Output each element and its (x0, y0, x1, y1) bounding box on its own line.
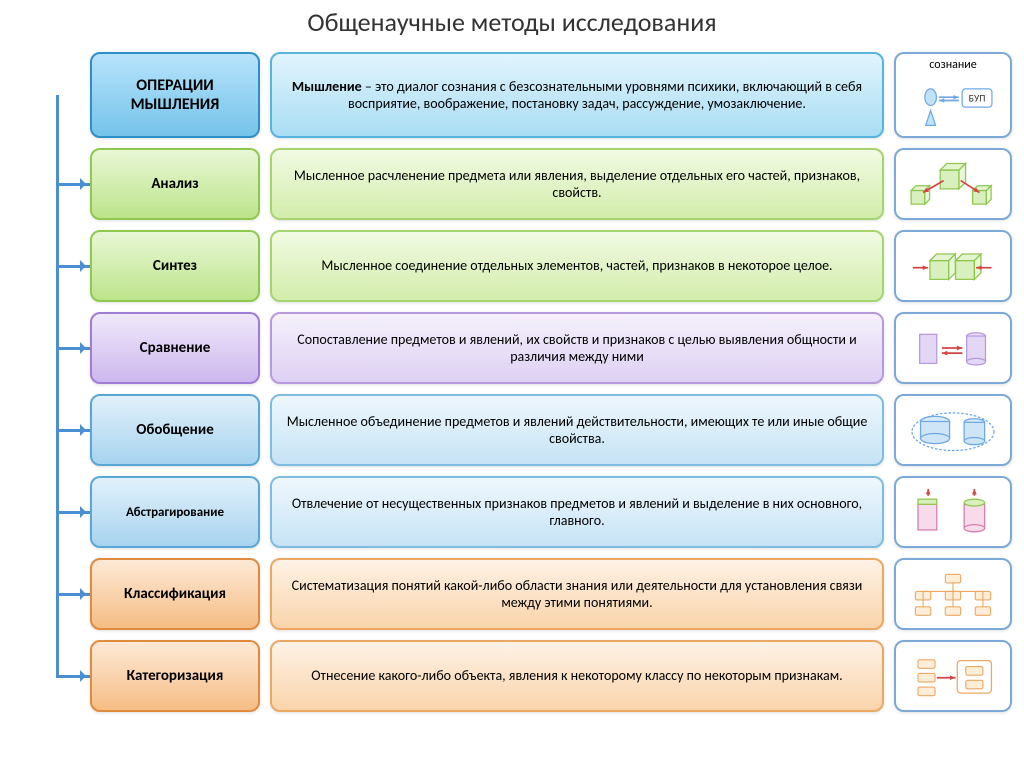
desc-classify: Систематизация понятий какой-либо област… (270, 558, 884, 630)
diagram-rows-container: ОПЕРАЦИИ МЫШЛЕНИЯМышление – это диалог с… (0, 52, 1024, 712)
row-header: ОПЕРАЦИИ МЫШЛЕНИЯМышление – это диалог с… (90, 52, 1012, 138)
header-label: ОПЕРАЦИИ МЫШЛЕНИЯ (90, 52, 260, 138)
row-абстрагирование: АбстрагированиеОтвлечение от несуществен… (90, 476, 1012, 548)
compare-icon (894, 312, 1012, 384)
tree-connector-h (56, 429, 90, 432)
consciousness-label: сознание (929, 58, 977, 72)
desc-compare: Сопоставление предметов и явлений, их св… (270, 312, 884, 384)
row-обобщение: ОбобщениеМысленное объединение предметов… (90, 394, 1012, 466)
desc-general: Мысленное объединение предметов и явлени… (270, 394, 884, 466)
classify-icon (894, 558, 1012, 630)
label-compare: Сравнение (90, 312, 260, 384)
tree-connector-h (56, 511, 90, 514)
row-классификация: КлассификацияСистематизация понятий како… (90, 558, 1012, 630)
desc-abstract: Отвлечение от несущественных признаков п… (270, 476, 884, 548)
tree-connector-h (56, 265, 90, 268)
label-analysis: Анализ (90, 148, 260, 220)
consciousness-icon: сознание БУП (894, 52, 1012, 138)
label-synthesis: Синтез (90, 230, 260, 302)
tree-connector-h (56, 593, 90, 596)
general-icon (894, 394, 1012, 466)
label-categorize: Категоризация (90, 640, 260, 712)
abstract-icon (894, 476, 1012, 548)
tree-connector-h (56, 675, 90, 678)
tree-connector-h (56, 183, 90, 186)
row-сравнение: СравнениеСопоставление предметов и явлен… (90, 312, 1012, 384)
row-анализ: АнализМысленное расчленение предмета или… (90, 148, 1012, 220)
categorize-icon (894, 640, 1012, 712)
header-definition: Мышление – это диалог сознания с безсозн… (270, 52, 884, 138)
desc-analysis: Мысленное расчленение предмета или явлен… (270, 148, 884, 220)
analysis-icon (894, 148, 1012, 220)
synthesis-icon (894, 230, 1012, 302)
label-abstract: Абстрагирование (90, 476, 260, 548)
tree-connector-h (56, 347, 90, 350)
desc-synthesis: Мысленное соединение отдельных элементов… (270, 230, 884, 302)
page-title: Общенаучные методы исследования (0, 0, 1024, 52)
row-синтез: СинтезМысленное соединение отдельных эле… (90, 230, 1012, 302)
label-general: Обобщение (90, 394, 260, 466)
desc-categorize: Отнесение какого-либо объекта, явления к… (270, 640, 884, 712)
row-категоризация: КатегоризацияОтнесение какого-либо объек… (90, 640, 1012, 712)
label-classify: Классификация (90, 558, 260, 630)
svg-text:БУП: БУП (969, 92, 986, 104)
